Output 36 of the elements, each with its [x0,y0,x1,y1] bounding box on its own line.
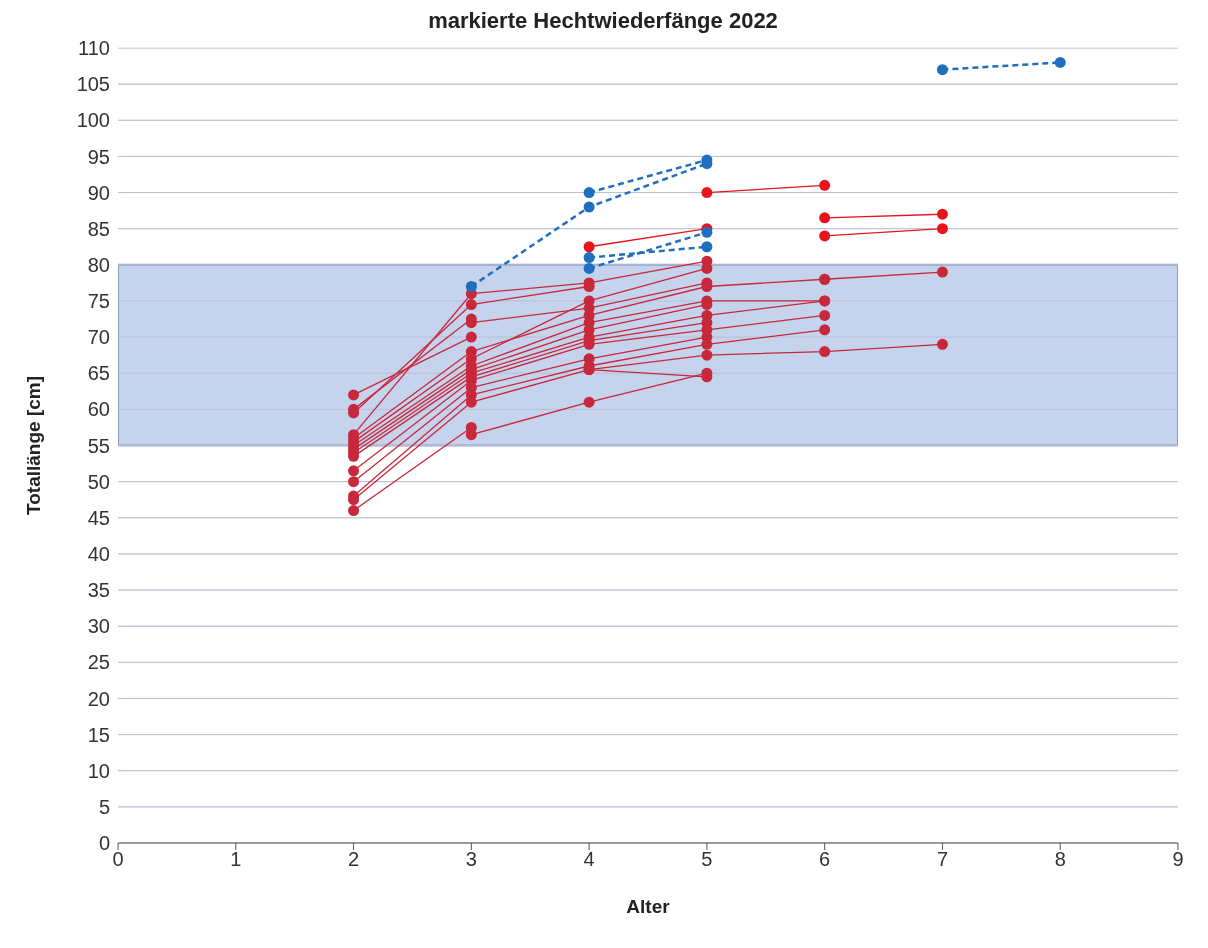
y-tick-label: 20 [87,687,110,710]
y-tick-label: 85 [87,217,110,240]
x-tick-label: 8 [1054,848,1066,871]
y-tick-label: 55 [87,434,110,457]
x-tick-label: 9 [1172,848,1184,871]
x-tick-label: 3 [465,848,477,871]
x-tick-label: 5 [701,848,713,871]
x-tick-label: 1 [230,848,242,871]
x-tick-label: 7 [936,848,949,871]
y-tick-label: 50 [87,470,110,493]
y-tick-label: 15 [87,723,110,746]
chart-title: markierte Hechtwiederfänge 2022 [427,8,779,35]
y-tick-label: 65 [87,362,110,385]
y-tick-label: 80 [87,253,110,276]
y-tick-label: 0 [98,832,110,855]
x-axis-title: Alter [626,896,671,917]
y-tick-label: 5 [98,795,110,818]
x-tick-label: 6 [819,848,831,871]
y-tick-label: 95 [87,145,110,168]
y-tick-label: 75 [87,290,110,313]
y-tick-label: 110 [78,37,110,60]
y-tick-label: 35 [87,579,110,602]
y-tick-label: 45 [87,506,110,529]
x-tick-label: 4 [583,848,595,871]
y-tick-label: 70 [87,326,110,349]
y-tick-label: 60 [87,398,110,421]
y-tick-label: 100 [76,109,110,132]
y-axis-title: Totallänge [cm] [22,376,44,515]
y-tick-label: 25 [87,651,110,674]
y-tick-label: 30 [87,615,110,638]
y-tick-label: 10 [87,759,110,782]
x-tick-label: 0 [112,848,124,871]
y-tick-label: 90 [87,181,110,204]
x-tick-label: 2 [347,848,360,871]
y-tick-label: 105 [76,73,110,96]
y-tick-label: 40 [87,543,110,566]
